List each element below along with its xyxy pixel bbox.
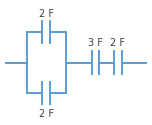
Text: 3 F: 3 F [88, 38, 103, 48]
Text: 2 F: 2 F [39, 109, 54, 119]
Text: 2 F: 2 F [110, 38, 125, 48]
Text: 2 F: 2 F [39, 9, 54, 19]
